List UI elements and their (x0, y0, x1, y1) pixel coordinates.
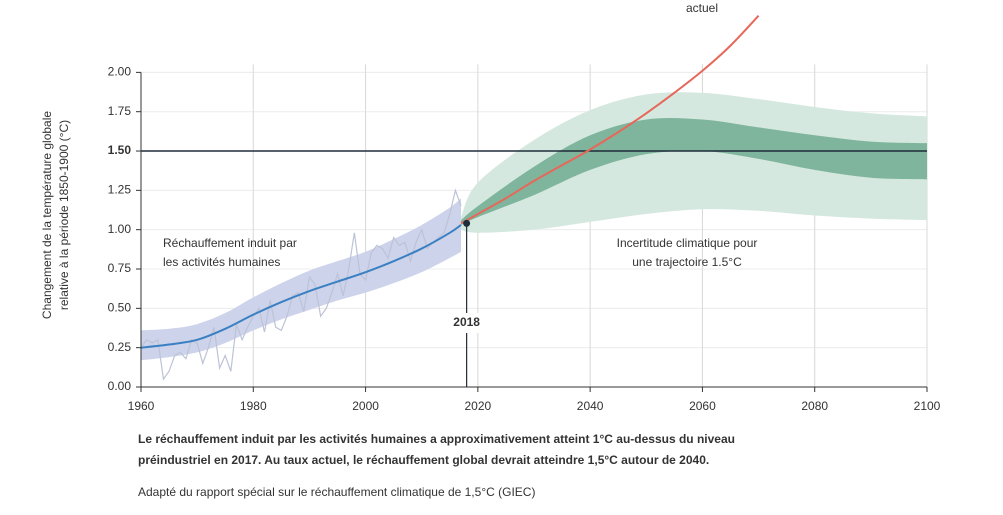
y-tick-label: 1.00 (108, 222, 132, 236)
y-axis-label: relative à la période 1850-1900 (°C) (57, 120, 71, 310)
y-tick-label: 2.00 (108, 65, 132, 79)
marker-label: 2018 (453, 315, 480, 329)
overlay: 2018 Réchauffement induit par les activité… (138, 1, 927, 499)
x-tick-label: 2040 (577, 399, 604, 413)
y-tick-label: 0.00 (108, 379, 132, 393)
y-tick-label: 0.50 (108, 301, 132, 315)
caption: préindustriel en 2017. Au taux actuel, l… (138, 453, 709, 467)
y-tick-label: 1.25 (108, 183, 132, 197)
uncertainty-band (461, 92, 927, 233)
annotation: les activités humaines (163, 255, 280, 269)
annotation: Réchauffement induit par (163, 236, 297, 250)
x-tick-label: 2060 (689, 399, 716, 413)
source: Adapté du rapport spécial sur le réchauf… (138, 485, 535, 499)
uncertainty-band (141, 198, 462, 361)
annotation: actuel (686, 1, 718, 15)
x-tick-label: 2020 (465, 399, 492, 413)
plot-area (141, 15, 927, 381)
caption: Le réchauffement induit par les activité… (138, 432, 735, 446)
uncertainty-band (461, 118, 927, 225)
y-tick-label: 1.75 (108, 104, 132, 118)
y-axis-label: Changement de la température globale (40, 111, 54, 319)
x-tick-label: 1960 (128, 399, 155, 413)
marker-point (463, 219, 471, 227)
y-tick-label: 0.75 (108, 261, 132, 275)
x-tick-label: 2100 (914, 399, 941, 413)
trend-line (460, 15, 760, 225)
x-tick-label: 2000 (352, 399, 379, 413)
y-tick-label: 0.25 (108, 340, 132, 354)
marker-label-bg (446, 313, 487, 333)
x-tick-label: 1980 (240, 399, 267, 413)
x-tick-label: 2080 (801, 399, 828, 413)
annotation: une trajectoire 1.5°C (632, 255, 742, 269)
y-tick-label: 1.50 (108, 143, 132, 157)
annotation: Incertitude climatique pour (617, 236, 758, 250)
trend-line (141, 224, 462, 349)
